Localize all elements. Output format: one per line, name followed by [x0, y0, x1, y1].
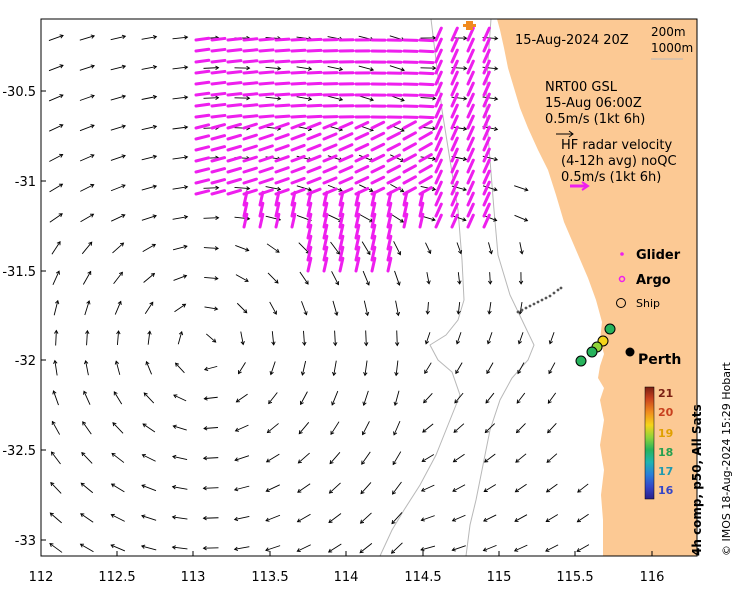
- model-scale-arrow: [556, 130, 574, 138]
- colorbar-label: 4h comp, p50, All Sats: [690, 404, 704, 556]
- x-tick-label: 113.5: [251, 570, 288, 585]
- plot-frame: [40, 18, 698, 557]
- model-scale: 0.5m/s (1kt 6h): [545, 112, 645, 127]
- x-tick-label: 112: [29, 570, 54, 585]
- ship-legend-label: Ship: [636, 297, 660, 310]
- argo-legend-marker: [618, 275, 626, 283]
- hf-radar-scale: 0.5m/s (1kt 6h): [561, 170, 661, 185]
- glider-track: [516, 286, 563, 314]
- x-axis: 112 112.5 113 113.5 114 114.5 115 115.5 …: [29, 551, 665, 585]
- glider-legend-marker: [620, 252, 624, 256]
- credit-text: © IMOS 18-Aug-2024 15:29 Hobart: [720, 362, 733, 556]
- colorbar-tick: 21: [658, 387, 673, 400]
- contour-label-1000m: 1000m: [651, 41, 693, 55]
- sst-observations: [575, 323, 616, 367]
- city-label-perth: Perth: [638, 352, 681, 368]
- hf-radar-scale-arrow: [570, 181, 590, 191]
- contour-label-200m: 200m: [651, 25, 686, 39]
- colorbar-tick: 16: [658, 484, 674, 497]
- hf-radar-title: HF radar velocity: [561, 138, 673, 153]
- model-time: 15-Aug 06:00Z: [545, 96, 642, 111]
- x-tick-label: 113: [181, 570, 206, 585]
- hf-radar-subtitle: (4-12h avg) noQC: [561, 154, 677, 169]
- colorbar-tick: 19: [658, 427, 673, 440]
- x-tick-label: 115.5: [556, 570, 593, 585]
- y-tick-label: -31.5: [2, 265, 36, 280]
- perth-marker: [625, 347, 635, 357]
- x-tick-label: 116: [640, 570, 665, 585]
- glider-legend-label: Glider: [636, 248, 681, 263]
- model-name: NRT00 GSL: [545, 80, 618, 95]
- colorbar-tick: 18: [658, 446, 673, 459]
- y-tick-label: -32.5: [2, 444, 36, 459]
- argo-float-marker: [463, 21, 476, 30]
- argo-legend-label: Argo: [636, 273, 671, 288]
- y-tick-label: -33: [15, 534, 36, 549]
- x-tick-label: 115: [487, 570, 512, 585]
- colorbar-tick: 20: [658, 406, 674, 419]
- y-tick-label: -31: [15, 175, 36, 190]
- contour-200m: [465, 19, 535, 556]
- colorbar-tick: 17: [658, 465, 673, 478]
- y-axis: -30.5 -31 -31.5 -32 -32.5 -33: [2, 85, 46, 549]
- hf-radar-vectors: [194, 26, 491, 273]
- sst-colorbar: [644, 386, 655, 500]
- date-label: 15-Aug-2024 20Z: [515, 33, 629, 48]
- x-tick-label: 112.5: [98, 570, 135, 585]
- colorbar-ticks: 21 20 19 18 17 16: [658, 387, 674, 497]
- y-tick-label: -30.5: [2, 85, 36, 100]
- ship-legend-marker: [616, 298, 626, 308]
- x-tick-label: 114: [334, 570, 359, 585]
- contour-1000m: [379, 19, 465, 556]
- x-tick-label: 114.5: [404, 570, 441, 585]
- y-tick-label: -32: [15, 354, 36, 369]
